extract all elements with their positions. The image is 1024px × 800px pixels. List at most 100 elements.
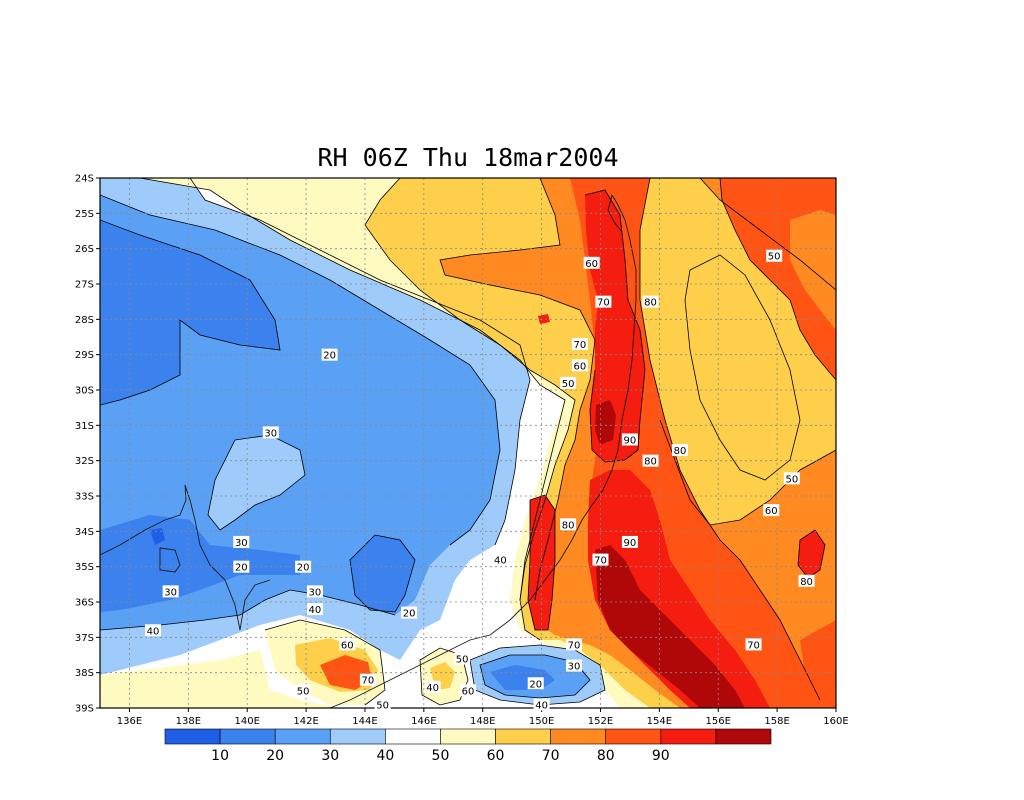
rh-band-80-90-small <box>538 314 550 324</box>
svg-text:70: 70 <box>362 676 375 687</box>
svg-text:50: 50 <box>768 252 781 263</box>
svg-text:40: 40 <box>535 700 548 711</box>
contour-label: 80 <box>642 295 659 309</box>
contour-labels: 60 70 80 50 20 70 60 50 30 90 80 80 50 60 80 30 90 70 20 20… <box>144 249 815 711</box>
contour-label: 30 <box>306 585 323 598</box>
contour-label: 60 <box>571 359 588 372</box>
svg-text:30: 30 <box>309 587 322 598</box>
svg-text:90: 90 <box>624 435 637 446</box>
contour-label: 40 <box>424 680 441 694</box>
svg-text:70: 70 <box>597 298 610 309</box>
svg-text:30: 30 <box>235 538 248 549</box>
colorbar-swatch <box>550 728 607 745</box>
contour-lines <box>100 178 836 706</box>
rh-band-80-90-se <box>800 620 836 708</box>
x-axis: 136E 138E 140E 142E 144E 146E 148E 150E 152E 154E… <box>117 708 849 727</box>
svg-text:90: 90 <box>624 538 637 549</box>
contour-label: 50 <box>560 376 577 390</box>
contour-label: 50 <box>766 249 783 263</box>
y-tick-label: 31S <box>75 421 94 432</box>
y-axis: 24S 25S 26S 27S 28S 29S 30S 31S 32S 33S 34S 35S 36S 3… <box>75 174 100 715</box>
y-tick-label: 32S <box>75 456 94 467</box>
contour-label: 70 <box>595 295 612 309</box>
colorbar-label: 40 <box>376 748 394 764</box>
colorbar-swatch <box>385 728 441 745</box>
rh-band-80-90-ne2 <box>790 210 836 330</box>
svg-text:40: 40 <box>147 626 160 637</box>
colorbar-swatch <box>440 728 496 745</box>
y-tick-label: 26S <box>75 244 94 255</box>
contour-label: 80 <box>642 454 659 468</box>
colorbar: 10 20 30 40 50 60 70 80 90 <box>164 728 772 764</box>
svg-text:50: 50 <box>785 474 798 485</box>
svg-text:20: 20 <box>323 351 336 362</box>
svg-text:40: 40 <box>309 605 322 616</box>
contour-label: 70 <box>745 638 762 651</box>
svg-text:30: 30 <box>164 587 177 598</box>
colorbar-label: 80 <box>597 748 615 764</box>
plot-frame <box>99 177 837 709</box>
contour-label: 50 <box>374 698 391 711</box>
svg-text:60: 60 <box>341 640 354 651</box>
contour-label: 30 <box>233 535 250 549</box>
svg-text:50: 50 <box>456 655 469 666</box>
svg-text:80: 80 <box>674 446 687 457</box>
rh-blob-50-60-sw <box>100 650 340 708</box>
rh-band-below-10 <box>150 528 165 545</box>
svg-text:40: 40 <box>426 683 439 694</box>
y-tick-label: 25S <box>75 209 94 220</box>
svg-text:60: 60 <box>574 361 587 372</box>
svg-text:70: 70 <box>594 556 607 567</box>
colorbar-swatch <box>164 728 221 745</box>
x-tick-label: 146E <box>411 716 436 727</box>
x-tick-label: 158E <box>764 716 789 727</box>
x-tick-label: 150E <box>529 716 554 727</box>
y-tick-label: 37S <box>75 633 94 644</box>
rh-band-90-plus <box>585 190 645 462</box>
svg-text:20: 20 <box>529 679 542 690</box>
y-tick-label: 29S <box>75 350 94 361</box>
contour-label: 50 <box>783 472 800 485</box>
svg-text:50: 50 <box>297 686 310 697</box>
colorbar-label: 70 <box>542 748 560 764</box>
svg-text:50: 50 <box>376 700 389 711</box>
svg-text:70: 70 <box>574 340 587 351</box>
contour-label: 40 <box>533 698 550 711</box>
svg-text:80: 80 <box>644 298 657 309</box>
colorbar-label: 50 <box>432 748 450 764</box>
contour-label: 90 <box>621 433 638 446</box>
svg-text:40: 40 <box>494 556 507 567</box>
x-tick-label: 154E <box>647 716 672 727</box>
contour-label: 60 <box>460 684 476 697</box>
colorbar-swatch <box>329 728 386 745</box>
svg-text:50: 50 <box>562 379 575 390</box>
x-tick-label: 156E <box>706 716 731 727</box>
x-tick-label: 148E <box>470 716 495 727</box>
contour-label: 80 <box>798 574 815 588</box>
y-tick-label: 30S <box>75 386 94 397</box>
colorbar-swatch <box>715 728 772 745</box>
contour-label: 20 <box>401 606 418 620</box>
contour-label: 70 <box>565 638 582 651</box>
rh-band-80-90-sea <box>798 530 825 578</box>
contour-label: 20 <box>527 677 544 690</box>
svg-text:80: 80 <box>800 577 813 588</box>
rh-band-80-90-inland <box>528 495 555 630</box>
colorbar-swatch <box>660 728 717 745</box>
rh-band-90-plus-south2 <box>595 545 745 708</box>
contour-label: 70 <box>592 553 609 567</box>
svg-text:80: 80 <box>644 457 657 468</box>
rh-band-30-40-north <box>208 435 305 530</box>
colorbar-label: 10 <box>211 748 229 764</box>
svg-text:80: 80 <box>562 520 575 531</box>
colorbar-label: 60 <box>487 748 505 764</box>
contour-label: 40 <box>144 624 161 637</box>
contour-label: 80 <box>671 444 688 457</box>
coastline <box>100 194 637 708</box>
contour-label: 70 <box>359 673 376 687</box>
svg-text:70: 70 <box>747 640 760 651</box>
y-tick-label: 35S <box>75 562 94 573</box>
y-tick-label: 38S <box>75 668 94 679</box>
svg-text:20: 20 <box>403 609 416 620</box>
